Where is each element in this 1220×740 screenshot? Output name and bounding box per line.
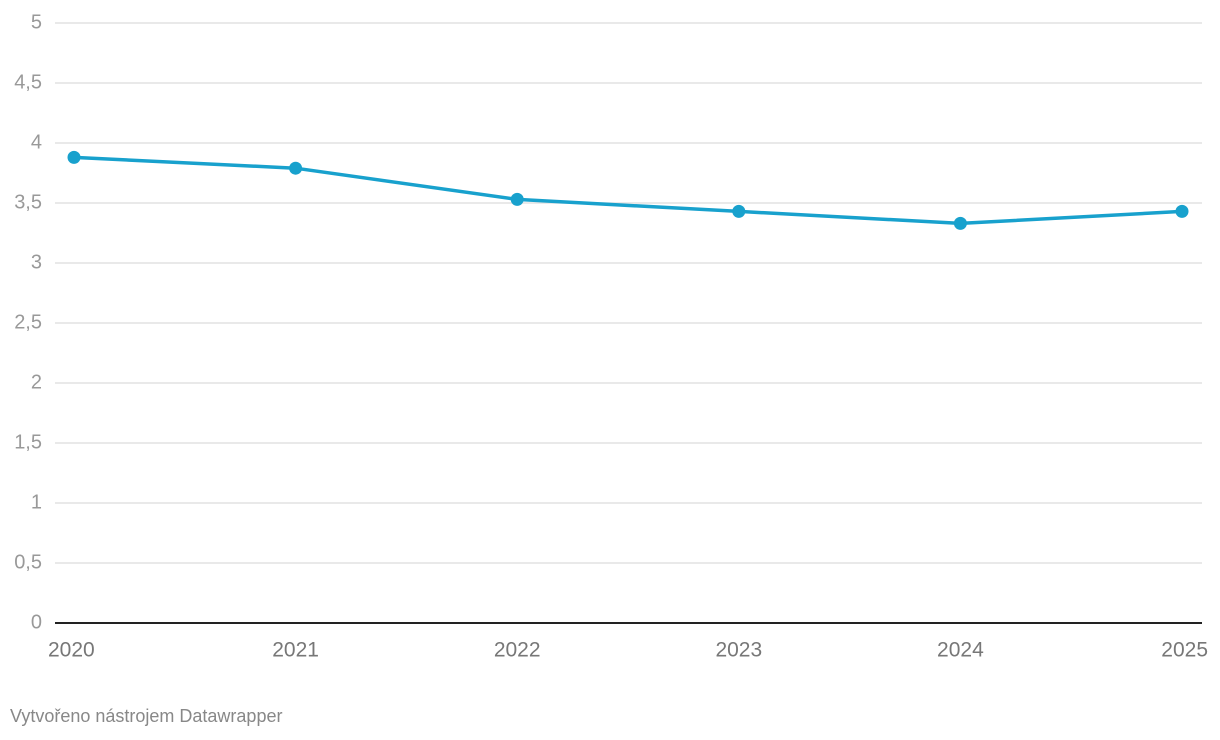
x-tick-label: 2025 <box>1161 639 1208 662</box>
x-tick-label: 2021 <box>272 639 319 662</box>
y-tick-label: 0 <box>31 611 42 633</box>
point <box>953 216 967 230</box>
x-tick-label: 2022 <box>494 639 541 662</box>
point <box>1175 204 1189 218</box>
point <box>732 204 746 218</box>
x-tick-label: 2024 <box>937 639 984 662</box>
line <box>73 155 1183 226</box>
y-tick-label: 0,5 <box>14 551 42 573</box>
point <box>67 150 81 164</box>
x-tick-label: 2020 <box>48 639 95 662</box>
y-tick-label: 4,5 <box>14 71 42 93</box>
y-tick-label: 5 <box>31 11 42 33</box>
x-tick-label: 2023 <box>715 639 762 662</box>
y-tick-label: 2,5 <box>14 311 42 333</box>
y-tick-label: 1,5 <box>14 431 42 453</box>
point <box>289 161 303 175</box>
y-tick-label: 1 <box>31 491 42 513</box>
y-tick-label: 3,5 <box>14 191 42 213</box>
y-tick-label: 4 <box>31 131 42 153</box>
y-tick-label: 2 <box>31 371 42 393</box>
footer: Vytvořeno nástrojem Datawrapper <box>10 706 282 726</box>
y-tick-label: 3 <box>31 251 42 273</box>
point <box>510 192 524 206</box>
